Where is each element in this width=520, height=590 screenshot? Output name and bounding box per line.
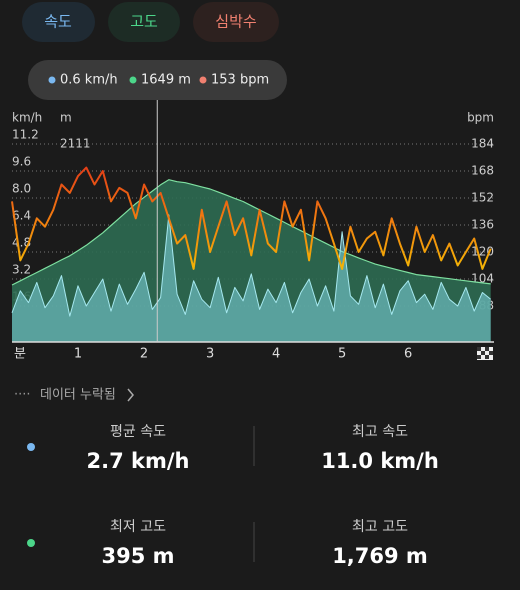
x-tick-label: 6	[404, 347, 412, 362]
stat-label: 최고 속도	[352, 424, 408, 440]
y2-tick-label: 136	[471, 218, 494, 232]
line	[11, 179, 491, 286]
stat-dot	[27, 443, 35, 451]
tooltip-value: 153 bpm	[211, 73, 269, 88]
tab-label[interactable]: 속도	[44, 13, 72, 31]
axis-unit: bpm	[467, 111, 494, 125]
tooltip	[28, 60, 287, 100]
stat-value: 395 m	[101, 544, 174, 568]
axis-unit: km/h	[12, 111, 42, 125]
y-tick-label: 9.6	[12, 155, 31, 169]
stat-value: 2.7 km/h	[87, 449, 190, 473]
tooltip-dot	[129, 76, 137, 84]
y2-tick-label: 168	[471, 164, 494, 178]
tab-bg[interactable]	[108, 2, 180, 42]
y-tick-label: 11.2	[12, 128, 39, 142]
missing-data-link[interactable]: 데이터 누락됨	[40, 388, 116, 403]
plot: 11.29.68.06.44.83.21.6184168152136120104…	[11, 128, 494, 342]
y2-tick-label: 152	[471, 191, 494, 205]
axis-unit: m	[60, 111, 72, 125]
tooltip-dot	[48, 76, 56, 84]
tooltip-dot	[199, 76, 207, 84]
tab-label[interactable]: 심박수	[215, 13, 256, 31]
x-axis-label: 분	[14, 347, 26, 362]
x-tick-label: 5	[338, 347, 346, 362]
chevron	[127, 388, 134, 402]
line	[11, 166, 492, 270]
y-tick-label: 6.4	[12, 209, 31, 223]
tab-bg[interactable]	[22, 2, 95, 42]
tab-label[interactable]: 고도	[130, 13, 158, 31]
tooltip-value: 0.6 km/h	[60, 73, 118, 88]
x-tick-label: 1	[74, 347, 82, 362]
finish-flag	[477, 347, 493, 360]
stat-label: 최고 고도	[352, 519, 408, 535]
stat-value: 11.0 km/h	[321, 449, 439, 473]
line	[11, 214, 492, 317]
y-tick-label: 3.2	[12, 263, 31, 277]
tooltip-value: 1649 m	[141, 73, 191, 88]
x-tick-label: 3	[206, 347, 214, 362]
stat-dot	[27, 539, 35, 547]
x-tick-label: 2	[140, 347, 148, 362]
x-tick-label: 4	[272, 347, 280, 362]
elevation-tick-label: 2111	[60, 137, 91, 151]
y-tick-label: 8.0	[12, 182, 31, 196]
tab-bg[interactable]	[193, 2, 279, 42]
stat-label: 평균 속도	[110, 424, 166, 440]
area	[12, 214, 491, 342]
stat-label: 최저 고도	[110, 519, 166, 535]
stat-value: 1,769 m	[332, 544, 428, 568]
y2-tick-label: 184	[471, 137, 494, 151]
dots-icon: ····	[14, 388, 31, 403]
